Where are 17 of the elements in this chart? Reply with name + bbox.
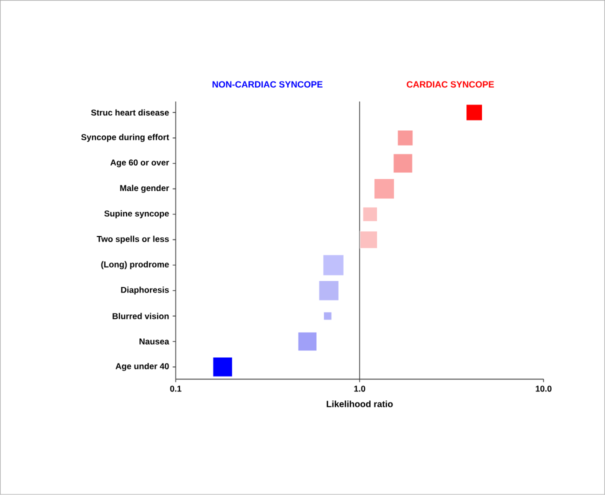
text: CARDIAC SYNCOPE (406, 81, 494, 88)
y-tick-label: Age under 40 (116, 363, 169, 372)
y-tick-label: Diaphoresis (121, 286, 169, 295)
y-tick-label: Two spells or less (96, 236, 169, 244)
y-tick-label: Age 60 or over (110, 160, 170, 168)
x-tick-label: 10.0 (536, 386, 552, 392)
text: NON-CARDIAC SYNCOPE (212, 81, 322, 88)
y-tick-label: Nausea (140, 338, 170, 345)
x-tick-label: 1.0 (354, 386, 366, 392)
y-tick-label: Male gender (120, 184, 170, 193)
x-tick-label: 0.1 (170, 386, 182, 392)
y-tick-label: (Long) prodrome (101, 261, 169, 270)
y-tick-label: Syncope during effort (81, 134, 170, 142)
x-axis-title: Likelihood ratio (326, 400, 393, 408)
y-tick-label: Struc heart disease (91, 109, 169, 116)
y-tick-label: Supine syncope (104, 210, 169, 218)
y-tick-label: Blurred vision (112, 313, 169, 320)
